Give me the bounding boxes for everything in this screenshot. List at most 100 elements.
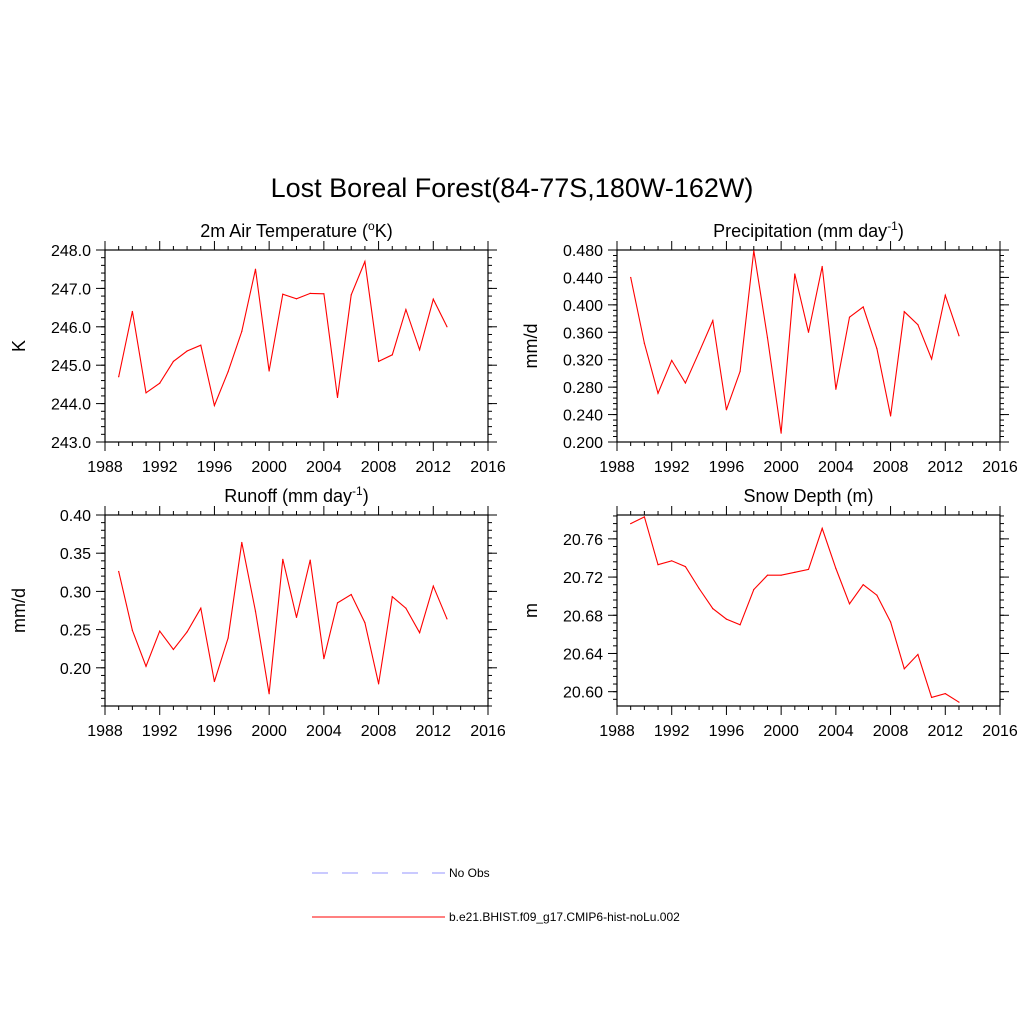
x-tick-label: 2016	[470, 459, 506, 476]
x-tick-label: 1988	[599, 459, 635, 476]
data-point	[766, 574, 769, 576]
data-point	[118, 570, 120, 573]
legend: No Obs b.e21.BHIST.f09_g17.CMIP6-hist-no…	[312, 866, 680, 924]
data-point	[364, 622, 366, 624]
data-point	[227, 637, 229, 639]
data-point	[684, 382, 686, 384]
y-tick-label: 0.35	[60, 546, 91, 563]
data-point	[917, 653, 919, 656]
data-point	[118, 376, 120, 378]
data-point	[848, 316, 851, 318]
data-point	[336, 602, 339, 604]
x-tick-label: 1988	[87, 723, 123, 740]
data-point	[821, 527, 823, 529]
data-point	[254, 268, 257, 270]
data-point	[862, 306, 864, 308]
data-point	[268, 693, 270, 695]
data-point	[282, 558, 284, 560]
data-point	[446, 618, 448, 620]
y-tick-label: 20.60	[563, 685, 603, 702]
data-point	[712, 320, 714, 322]
panel-runoff: Runoff (mm day-1) mm/d 1988 1992 1996 2000 200…	[9, 484, 506, 740]
data-point	[419, 632, 421, 634]
panel-title: 2m Air Temperature (oK)	[200, 219, 392, 241]
x-tick-label: 2016	[470, 723, 506, 740]
data-point	[446, 326, 448, 328]
y-tick-label: 20.68	[563, 608, 603, 625]
x-tick-label: 2000	[251, 459, 287, 476]
data-point	[213, 404, 216, 407]
data-point	[405, 607, 407, 609]
y-axis-label: m	[521, 603, 541, 618]
x-tick-label: 2004	[306, 459, 342, 476]
data-point	[364, 260, 366, 263]
series-line	[630, 250, 960, 434]
data-point	[432, 298, 434, 300]
x-tick-label: 2008	[361, 723, 397, 740]
data-point	[336, 396, 339, 399]
data-point	[657, 392, 659, 394]
y-tick-label: 0.40	[60, 508, 91, 525]
data-point	[145, 665, 147, 667]
data-point	[159, 630, 161, 632]
y-tick-label: 247.0	[51, 281, 91, 298]
panel-snow-depth: Snow Depth (m) m 1988 1992 1996 2000 2004 2008 2…	[521, 486, 1018, 740]
y-tick-label: 0.20	[60, 661, 91, 678]
x-tick-label: 1996	[197, 723, 233, 740]
data-point	[944, 294, 946, 296]
y-axis-label: K	[9, 340, 29, 352]
data-point	[807, 331, 810, 333]
data-point	[794, 273, 796, 275]
x-tick-label: 1996	[709, 459, 745, 476]
y-axis-label: mm/d	[521, 324, 541, 369]
data-point	[958, 335, 960, 337]
data-point	[295, 298, 298, 300]
y-tick-label: 0.400	[563, 298, 603, 315]
y-tick-label: 248.0	[51, 243, 91, 260]
y-tick-label: 0.320	[563, 353, 603, 370]
y-tick-label: 0.360	[563, 325, 603, 342]
data-point	[145, 392, 147, 394]
y-tick-label: 0.30	[60, 584, 91, 601]
data-point	[200, 607, 202, 609]
y-tick-label: 243.0	[51, 435, 91, 452]
data-point	[876, 348, 878, 350]
data-point	[958, 701, 960, 703]
data-point	[753, 588, 755, 591]
data-point	[889, 415, 892, 417]
x-tick-label: 2016	[982, 459, 1018, 476]
y-tick-label: 0.480	[563, 243, 603, 260]
x-tick-label: 2012	[415, 459, 451, 476]
data-point	[350, 593, 352, 596]
data-point	[876, 594, 878, 596]
data-point	[241, 330, 243, 333]
data-point	[630, 522, 632, 525]
data-point	[698, 351, 700, 353]
data-point	[377, 683, 380, 685]
data-point	[821, 265, 823, 268]
data-point	[309, 559, 311, 561]
legend-obs-label: No Obs	[449, 866, 490, 880]
data-point	[725, 409, 728, 411]
y-tick-label: 0.280	[563, 380, 603, 397]
data-point	[807, 568, 810, 571]
data-point	[671, 560, 673, 562]
x-tick-label: 2012	[415, 723, 451, 740]
data-point	[944, 692, 946, 695]
data-point	[131, 310, 133, 313]
data-point	[903, 311, 905, 313]
data-point	[227, 371, 229, 373]
data-point	[172, 648, 174, 651]
x-tick-label: 1988	[599, 723, 635, 740]
legend-model-label: b.e21.BHIST.f09_g17.CMIP6-hist-noLu.002	[449, 910, 680, 924]
data-point	[739, 624, 741, 626]
panel-air-temperature: 2m Air Temperature (oK) K 1988 1992 1996 2000…	[9, 219, 506, 476]
data-point	[131, 629, 133, 631]
y-tick-label: 20.72	[563, 570, 603, 587]
data-point	[241, 541, 243, 544]
data-point	[903, 668, 905, 670]
series-line	[118, 542, 448, 694]
data-point	[848, 603, 851, 605]
data-point	[835, 388, 837, 390]
data-point	[282, 293, 284, 295]
